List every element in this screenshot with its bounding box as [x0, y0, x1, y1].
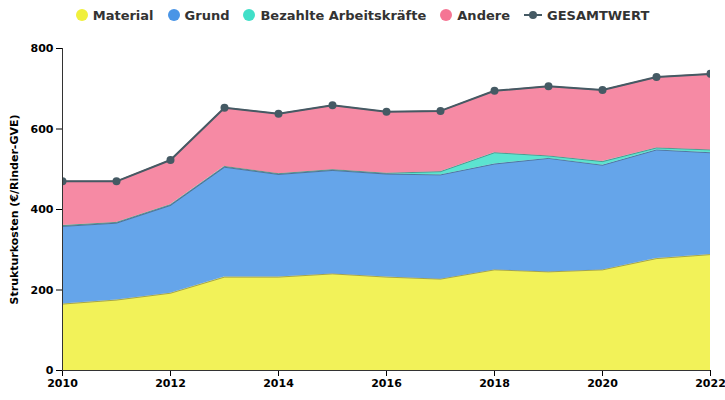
html-text:Bezahlte Arbeitskräfte: Bezahlte Arbeitskräfte: [260, 7, 427, 23]
html-text:Material: Material: [92, 7, 154, 23]
svg-text:600: 600: [31, 123, 54, 136]
svg-text:2014: 2014: [263, 377, 294, 390]
svg-text:200: 200: [31, 284, 54, 297]
svg-text:2010: 2010: [47, 377, 78, 390]
svg-text:800: 800: [31, 42, 54, 55]
html-text:GESAMTWERT: GESAMTWERT: [547, 7, 650, 23]
html-text:Grund: Grund: [184, 7, 230, 23]
svg-text:Strukturkosten (€/Rinder-GVE): Strukturkosten (€/Rinder-GVE): [8, 115, 21, 305]
svg-text:2018: 2018: [479, 377, 510, 390]
svg-text:2020: 2020: [587, 377, 618, 390]
html-text:Andere: Andere: [457, 7, 510, 23]
svg-text:2016: 2016: [371, 377, 402, 390]
svg-text:400: 400: [31, 203, 54, 216]
svg-text:2012: 2012: [155, 377, 186, 390]
svg-text:2022: 2022: [695, 377, 725, 390]
svg-text:0: 0: [46, 364, 54, 377]
